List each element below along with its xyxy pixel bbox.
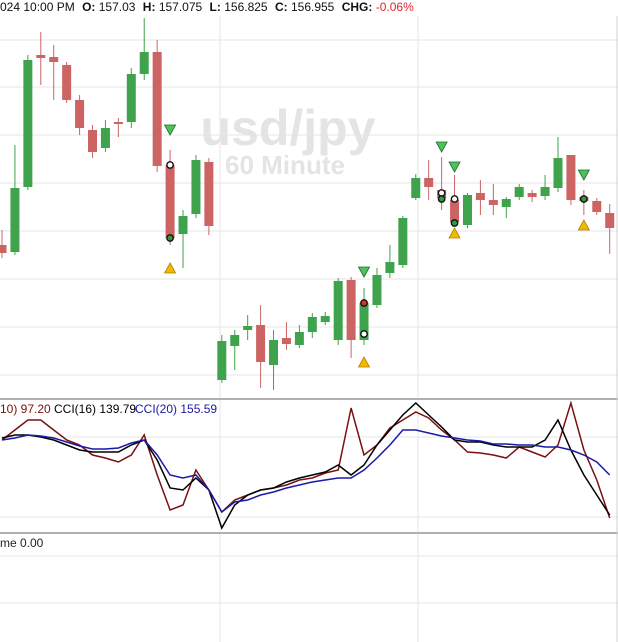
signal-circle [579,195,588,203]
signal-buy [163,262,177,274]
close-value: 156.955 [290,0,335,14]
candles [0,18,615,390]
candle-body [178,216,188,234]
candle-body [553,158,563,188]
candle-body [139,52,149,74]
signal-circle [166,161,174,169]
candle-body [320,316,330,322]
signal-sell [357,266,371,278]
close-label: C: [274,0,288,14]
candle-body [165,165,175,238]
candle-body [126,74,136,122]
candle-body [359,303,369,340]
candle-body [307,317,317,332]
signal-circle [450,195,459,203]
candle-body [191,160,201,214]
candle-body [62,65,72,100]
open-label: O: [82,0,96,14]
candle-body [514,187,524,197]
legend-entry: 10) 97.20 [0,402,51,416]
candle-body [113,122,123,124]
signal-sell [163,124,177,136]
candle-body [75,100,85,128]
candle-body [100,128,110,148]
candle-body [540,187,550,196]
candle-body [88,130,98,152]
low-label: L: [209,0,221,14]
candle-body [346,280,356,340]
change-value: -0.06% [375,0,414,14]
candle-body [243,326,253,330]
candle-body [230,335,240,346]
candle-body [450,200,460,222]
candle-body [333,281,343,340]
candle-body [294,332,304,345]
candle-body [36,55,46,58]
candle-body [424,178,434,187]
candle-body [411,178,421,198]
low-value: 156.825 [224,0,268,14]
legend-entry: CCI(16) 139.79 [54,402,136,416]
signal-buy [448,227,461,239]
signal-circle [360,330,368,338]
candle-body [269,340,279,365]
candle-body [0,245,7,253]
candle-body [217,341,227,380]
candle-body [372,275,382,305]
candle-body [488,200,498,205]
candle-body [527,193,537,197]
candle-body [501,199,511,207]
watermark-symbol: usd/jpy [200,100,375,156]
candle-body [475,193,485,200]
lower-pane-label: me 0.00 [0,536,44,550]
time: 024 10:00 PM [0,0,75,14]
candle-body [398,218,408,265]
signal-buy [577,219,591,231]
high-value: 157.075 [158,0,203,14]
high-label: H: [142,0,156,14]
change-label: CHG: [341,0,373,14]
signal-circle [437,195,446,203]
candle-body [256,325,266,362]
candle-body [204,162,214,226]
signal-sell [577,169,591,181]
grid [0,16,618,642]
legend-entry: CCI(20) 155.59 [135,402,217,416]
watermark-interval: 60 Minute [225,150,345,180]
candle-body [566,155,576,200]
signal-sell [448,161,461,173]
cci-line [1,429,611,514]
candle-body [385,262,395,273]
cci-line [1,400,611,519]
candle-body [10,188,20,252]
candle-body [23,60,33,187]
candle-body [462,195,472,225]
cci-line [1,401,611,530]
open-value: 157.03 [98,0,136,14]
candle-body [605,213,615,228]
candle-body [592,201,602,212]
candle-body [49,57,59,62]
signal-sell [435,141,448,153]
signal-circle [166,234,174,242]
signal-circle [450,219,459,227]
candle-body [152,52,162,166]
signal-buy [357,356,371,368]
signal-circle [360,299,368,307]
candle-body [281,338,291,344]
header: 024 10:00 PM O: 157.03 H: 157.075 L: 156… [0,0,418,16]
